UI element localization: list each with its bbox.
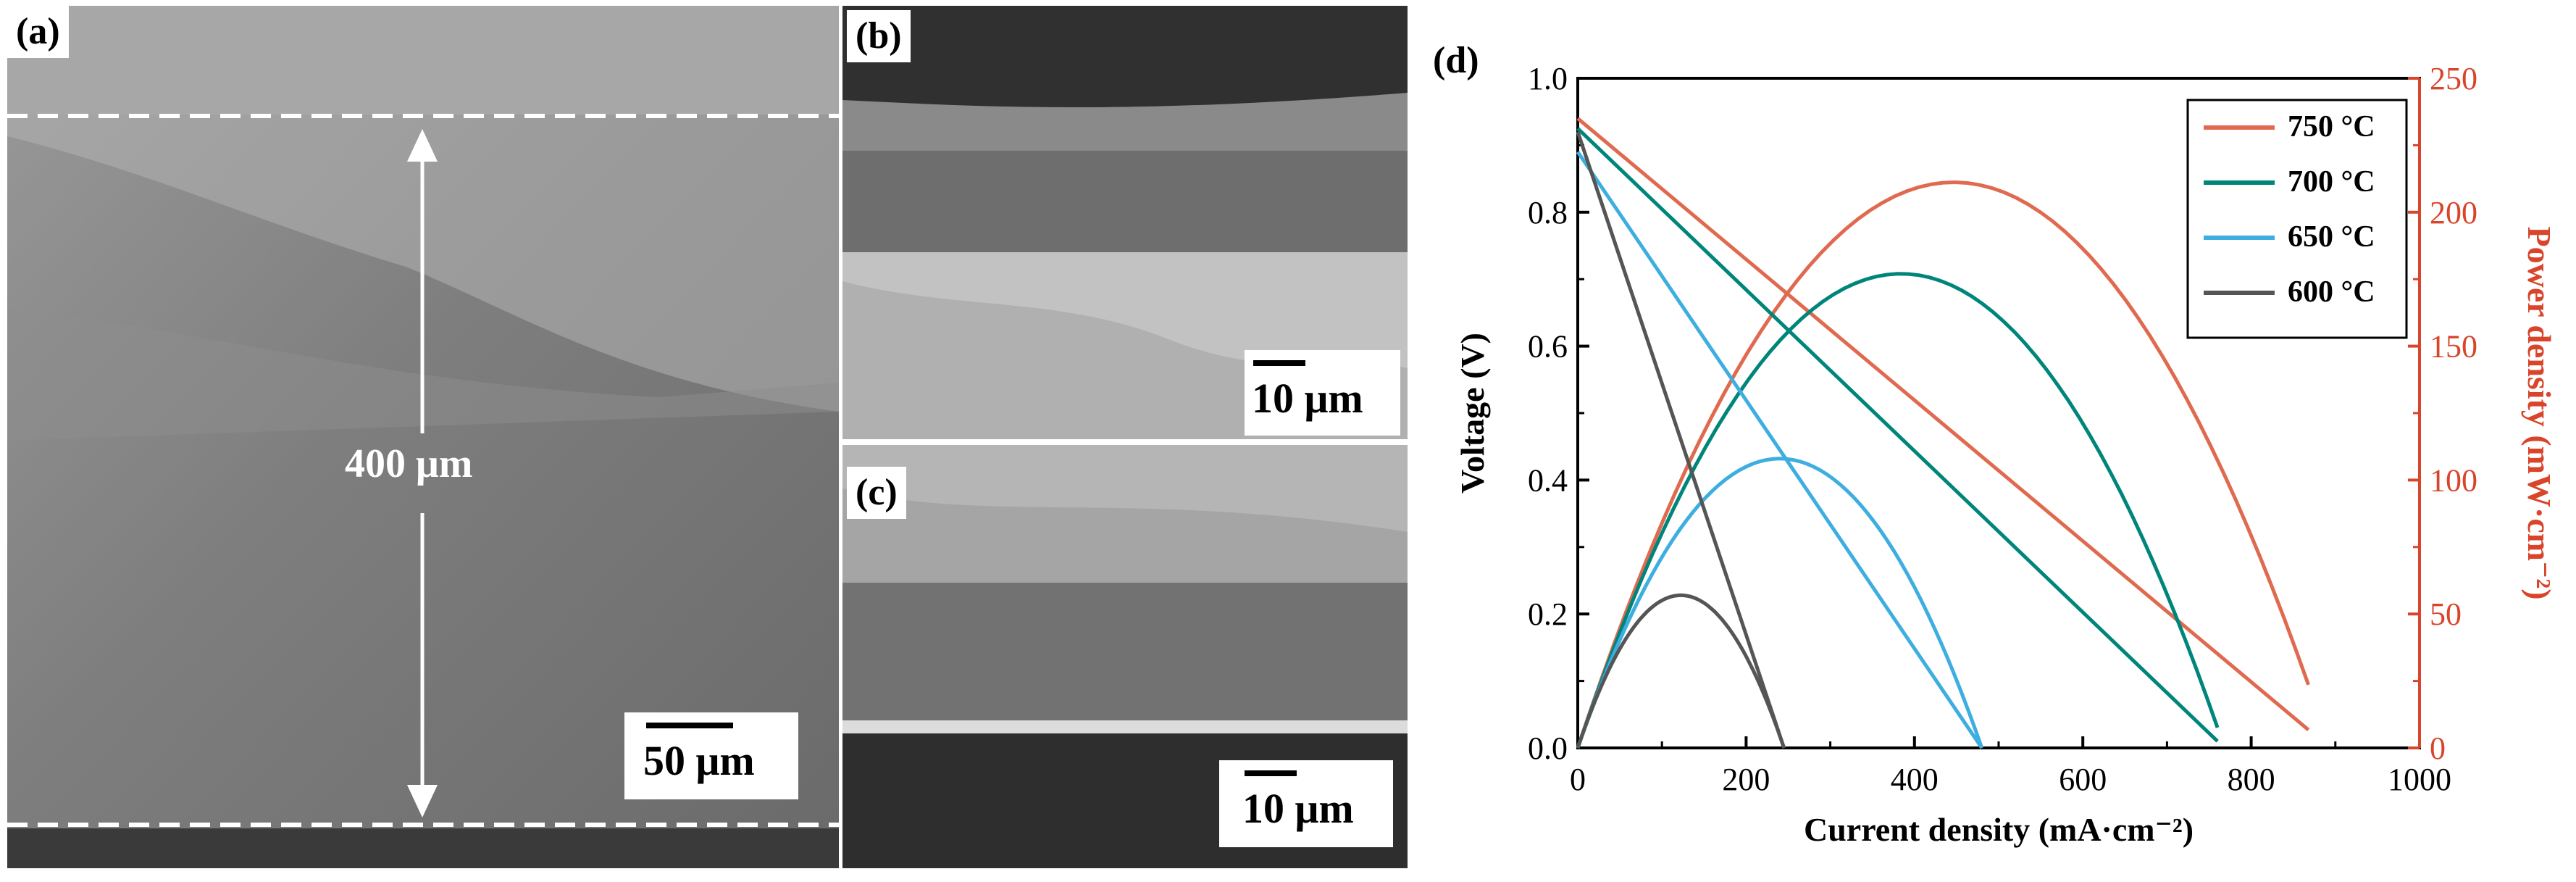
voltage-curve (1576, 117, 2310, 731)
chart-panel-d: (d) 0 200 400 600 800 1000 0.0 0.2 0.4 0.6 0.8 1.0 0… (1413, 0, 2576, 882)
x-tick-label: 600 (2059, 762, 2107, 797)
sem-image-c (842, 445, 1408, 868)
y-axis-title: Voltage (V) (1454, 333, 1491, 494)
x-axis-title: Current density (mA·cm⁻²) (1804, 811, 2194, 848)
legend-label: 650 °C (2288, 220, 2375, 254)
sem-image-a (7, 6, 839, 868)
x-tick-label: 400 (1891, 762, 1939, 797)
y2-tick-label: 200 (2430, 195, 2477, 230)
x-tick-label: 200 (1722, 762, 1770, 797)
panel-label-a: (a) (7, 6, 69, 58)
y2-tick-label: 0 (2430, 731, 2446, 766)
voltage-curve (1576, 151, 1983, 749)
sem-panel-c: (c) 10 μm (842, 445, 1408, 868)
iv-power-chart: (d) 0 200 400 600 800 1000 0.0 0.2 0.4 0.6 0.8 1.0 0… (1433, 40, 2558, 848)
legend-label: 600 °C (2288, 275, 2375, 309)
scale-bar-text-b: 10 μm (1252, 375, 1363, 422)
power-curve (1576, 272, 2220, 749)
scale-bar-c: 10 μm (1219, 760, 1393, 847)
y-tick-label: 0.8 (1528, 195, 1568, 230)
scale-bar-text-c: 10 μm (1242, 785, 1354, 832)
panel-label-c: (c) (847, 467, 906, 519)
panel-label-d: (d) (1433, 40, 1479, 81)
scale-bar-b: 10 μm (1245, 350, 1400, 436)
power-curve (1576, 180, 2310, 749)
y-tick-label: 0.4 (1528, 462, 1568, 498)
scale-bar-a: 50 μm (624, 712, 798, 799)
sem-panel-b: (b) 10 μm (842, 6, 1408, 439)
legend-label: 750 °C (2288, 110, 2375, 143)
legend-box (2186, 99, 2408, 339)
y2-tick-label: 100 (2430, 462, 2477, 498)
y-tick-label: 0.2 (1528, 596, 1568, 632)
panel-label-b: (b) (847, 10, 911, 62)
y2-axis-title: Power density (mW·cm⁻²) (2521, 226, 2558, 599)
y-tick-label: 0.6 (1528, 329, 1568, 365)
scale-bar-text-a: 50 μm (643, 737, 755, 784)
x-tick-label: 800 (2228, 762, 2275, 797)
legend-label: 700 °C (2288, 165, 2375, 199)
x-tick-label: 1000 (2388, 762, 2451, 797)
scale-bar-line-a (646, 723, 733, 728)
y2-tick-label: 150 (2430, 329, 2477, 365)
y2-tick-label: 50 (2430, 596, 2462, 632)
x-tick-label: 0 (1570, 762, 1586, 797)
power-curve (1576, 593, 1786, 749)
y-tick-label: 0.0 (1528, 731, 1568, 766)
voltage-curve (1576, 127, 2219, 743)
scale-bar-line-c (1245, 770, 1297, 776)
power-curve (1576, 457, 1984, 749)
thickness-label: 400 μm (345, 441, 473, 486)
sem-panel-a: (a) 400 μm 50 μm (7, 6, 839, 868)
y2-tick-label: 250 (2430, 61, 2477, 96)
scale-bar-line-b (1253, 360, 1305, 366)
y-tick-label: 1.0 (1528, 61, 1568, 96)
voltage-curve (1576, 131, 1786, 749)
